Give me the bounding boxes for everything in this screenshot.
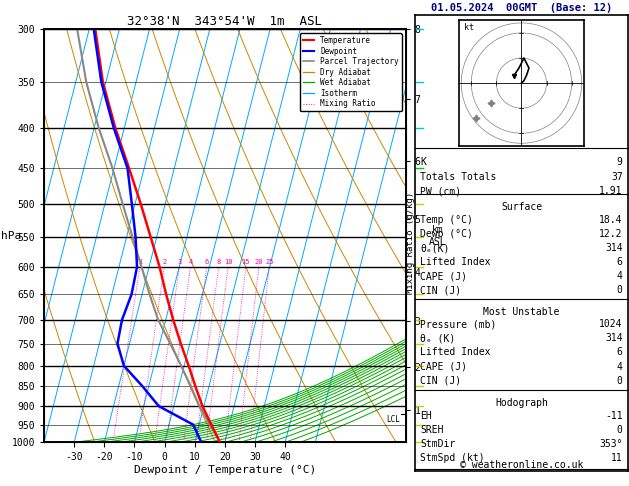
Text: θₑ(K): θₑ(K) (420, 243, 450, 253)
Text: K: K (420, 157, 426, 167)
X-axis label: Dewpoint / Temperature (°C): Dewpoint / Temperature (°C) (134, 465, 316, 475)
Text: 6: 6 (617, 347, 623, 358)
Text: Mixing Ratio (g/kg): Mixing Ratio (g/kg) (406, 192, 415, 294)
Text: hPa: hPa (1, 231, 21, 241)
Y-axis label: km
ASL: km ASL (428, 225, 446, 246)
Text: LCL: LCL (386, 415, 400, 424)
Text: 2: 2 (162, 259, 167, 265)
Text: 353°: 353° (599, 439, 623, 449)
Text: 12.2: 12.2 (599, 229, 623, 239)
Text: Temp (°C): Temp (°C) (420, 215, 473, 225)
Text: StmSpd (kt): StmSpd (kt) (420, 453, 485, 463)
Text: CAPE (J): CAPE (J) (420, 362, 467, 372)
Text: 25: 25 (265, 259, 274, 265)
Text: 1: 1 (138, 259, 142, 265)
Legend: Temperature, Dewpoint, Parcel Trajectory, Dry Adiabat, Wet Adiabat, Isotherm, Mi: Temperature, Dewpoint, Parcel Trajectory… (299, 33, 402, 111)
Text: 314: 314 (605, 333, 623, 344)
Text: θₑ (K): θₑ (K) (420, 333, 455, 344)
Text: -11: -11 (605, 411, 623, 421)
Text: 37: 37 (611, 172, 623, 182)
Text: 6: 6 (617, 257, 623, 267)
Text: Surface: Surface (501, 202, 542, 212)
Text: 8: 8 (216, 259, 221, 265)
Title: 32°38'N  343°54'W  1m  ASL: 32°38'N 343°54'W 1m ASL (127, 15, 323, 28)
Text: StmDir: StmDir (420, 439, 455, 449)
Text: 0: 0 (617, 376, 623, 386)
Text: Lifted Index: Lifted Index (420, 347, 491, 358)
Text: CAPE (J): CAPE (J) (420, 271, 467, 281)
Text: PW (cm): PW (cm) (420, 186, 461, 196)
Text: Hodograph: Hodograph (495, 398, 548, 408)
Text: 10: 10 (224, 259, 232, 265)
Text: Pressure (mb): Pressure (mb) (420, 319, 496, 330)
Text: 9: 9 (617, 157, 623, 167)
Text: 4: 4 (617, 271, 623, 281)
Text: 314: 314 (605, 243, 623, 253)
Text: Lifted Index: Lifted Index (420, 257, 491, 267)
Text: 15: 15 (242, 259, 250, 265)
Text: SREH: SREH (420, 425, 443, 435)
Text: © weatheronline.co.uk: © weatheronline.co.uk (460, 460, 583, 470)
Text: 18.4: 18.4 (599, 215, 623, 225)
Text: 3: 3 (177, 259, 182, 265)
Text: 1024: 1024 (599, 319, 623, 330)
Text: CIN (J): CIN (J) (420, 285, 461, 295)
Text: 6: 6 (204, 259, 209, 265)
Text: kt: kt (464, 23, 474, 33)
Text: Most Unstable: Most Unstable (483, 307, 560, 317)
Text: 0: 0 (617, 425, 623, 435)
Text: 11: 11 (611, 453, 623, 463)
Text: 4: 4 (617, 362, 623, 372)
Text: 0: 0 (617, 285, 623, 295)
Text: 20: 20 (255, 259, 263, 265)
Text: EH: EH (420, 411, 432, 421)
Text: 1.91: 1.91 (599, 186, 623, 196)
Text: 4: 4 (188, 259, 192, 265)
Text: Totals Totals: Totals Totals (420, 172, 496, 182)
Text: 01.05.2024  00GMT  (Base: 12): 01.05.2024 00GMT (Base: 12) (431, 2, 612, 13)
Text: Dewp (°C): Dewp (°C) (420, 229, 473, 239)
Text: CIN (J): CIN (J) (420, 376, 461, 386)
